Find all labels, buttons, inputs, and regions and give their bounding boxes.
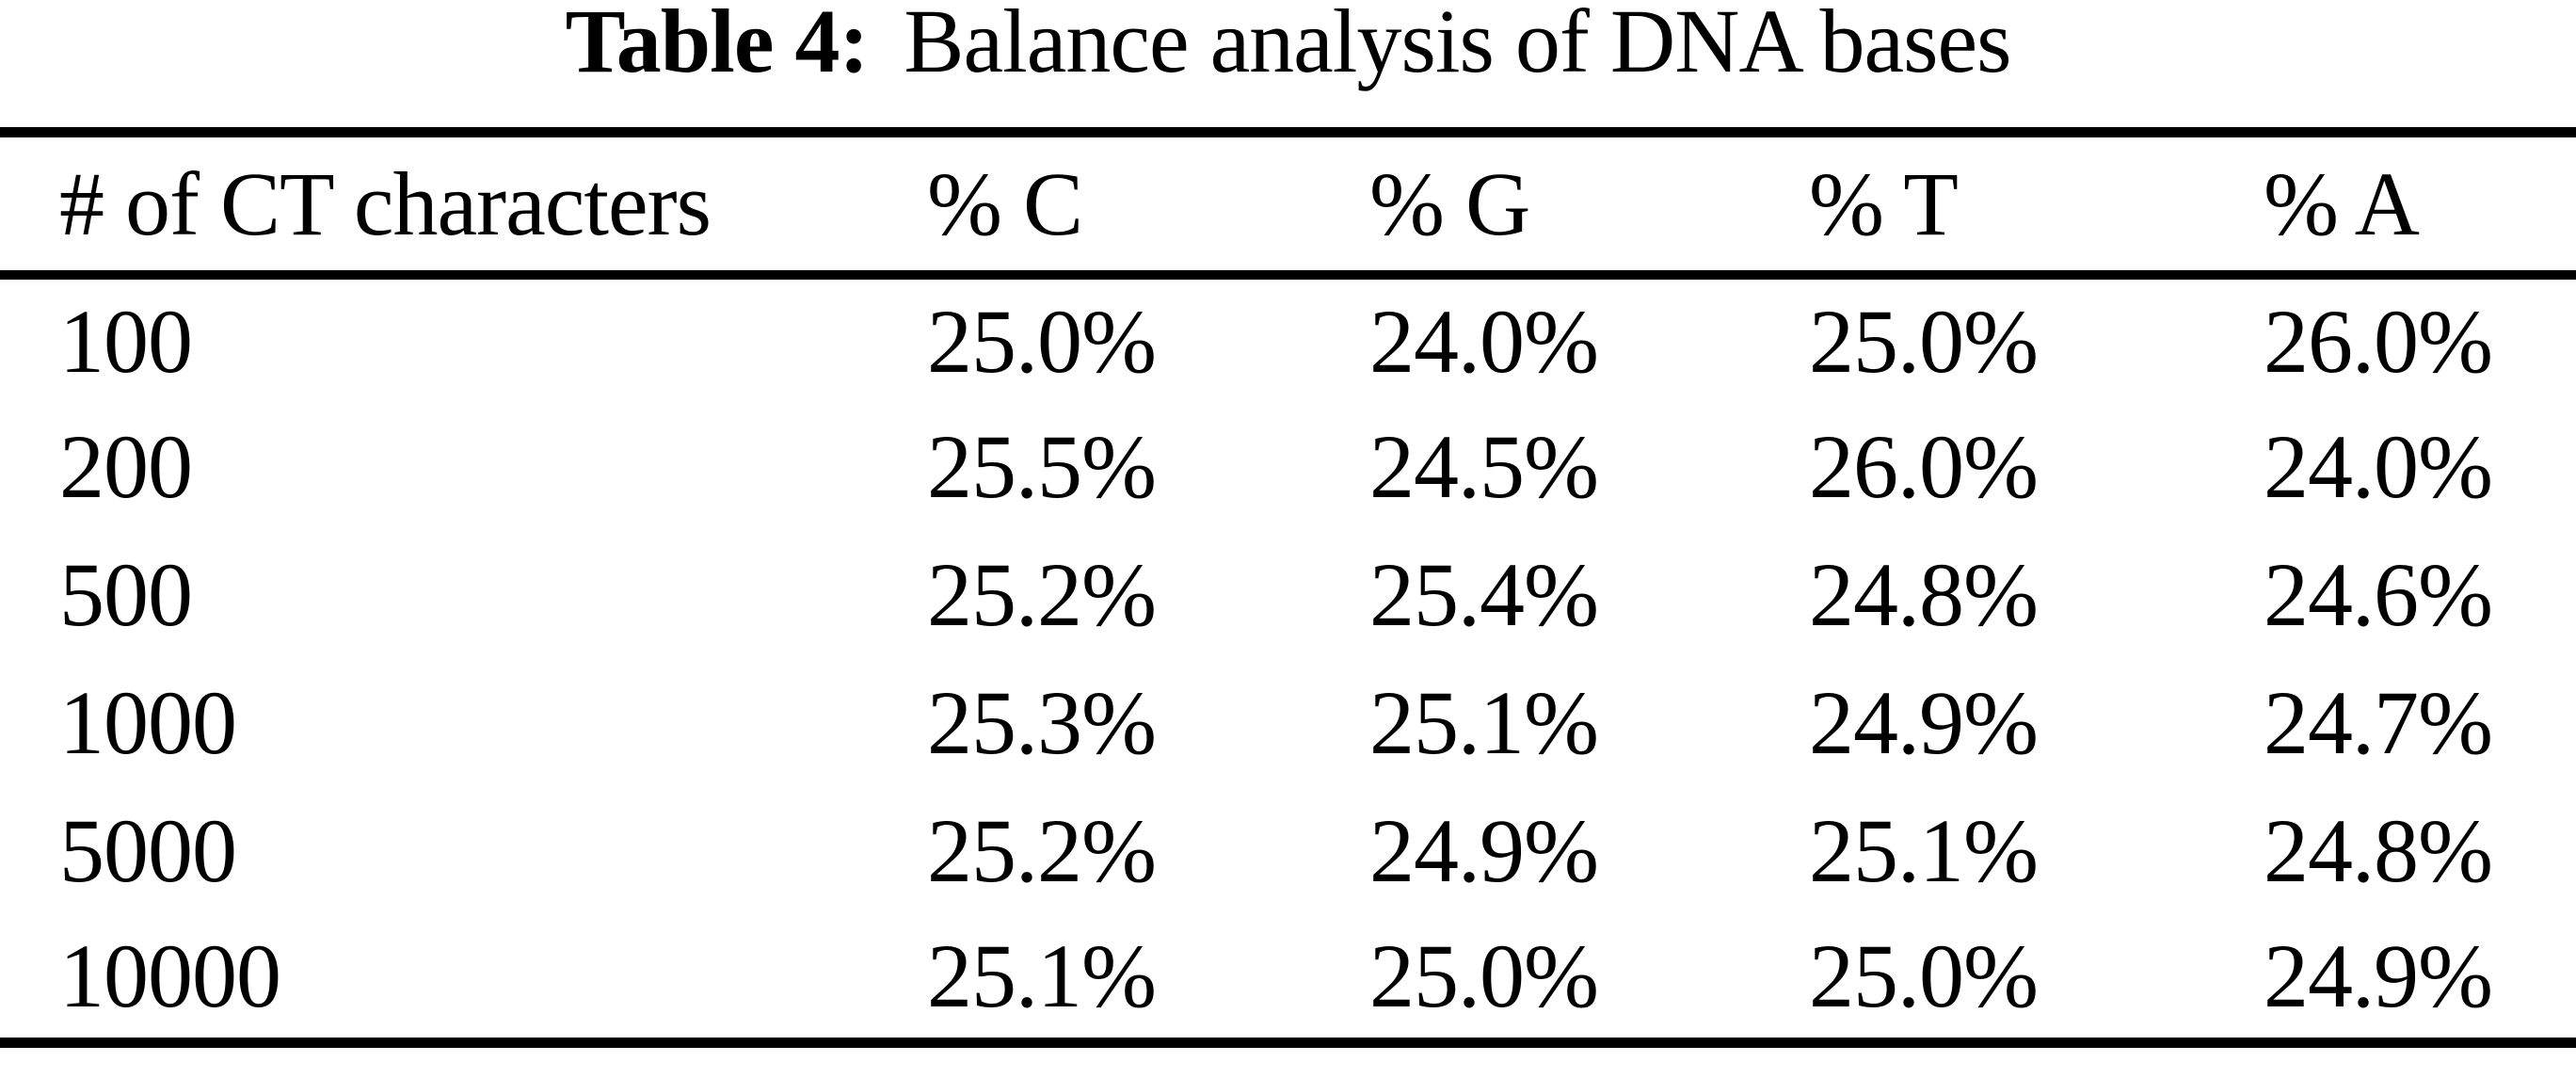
cell-pct-g: 24.0% <box>1369 290 1599 392</box>
cell-ct-count: 5000 <box>59 800 237 901</box>
column-header-pct-c: % C <box>927 127 1369 280</box>
cell-pct-t: 25.1% <box>1809 800 2039 901</box>
cell-pct-g: 25.0% <box>1369 914 1809 1048</box>
cell-pct-c: 25.3% <box>927 672 1157 773</box>
cell-pct-a: 24.0% <box>2264 416 2493 517</box>
cell-pct-t: 25.0% <box>1809 914 2264 1048</box>
table-row: 1000 25.3% 25.1% 24.9% 24.7% <box>0 659 2576 787</box>
cell-pct-c: 25.2% <box>927 800 1157 901</box>
cell-ct-count: 500 <box>59 544 193 645</box>
column-header-pct-t: % T <box>1809 127 2264 280</box>
cell-pct-a: 24.6% <box>2264 544 2493 645</box>
table-row: 100 25.0% 24.0% 25.0% 26.0% <box>0 275 2576 403</box>
table-caption: Table 4: Balance analysis of DNA bases <box>0 0 2576 96</box>
cell-ct-count: 1000 <box>59 672 237 773</box>
column-header-ct-characters: # of CT characters <box>0 127 927 280</box>
cell-pct-c: 25.2% <box>927 544 1157 645</box>
cell-pct-g: 25.4% <box>1369 544 1599 645</box>
cell-ct-count: 100 <box>59 290 193 392</box>
cell-pct-a: 24.8% <box>2264 800 2493 901</box>
cell-pct-t: 25.0% <box>1809 290 2039 392</box>
column-header-pct-a: % A <box>2264 127 2576 280</box>
table-caption-label: Table 4: <box>565 0 870 91</box>
cell-pct-t: 24.9% <box>1809 672 2039 773</box>
table-row: 200 25.5% 24.5% 26.0% 24.0% <box>0 403 2576 531</box>
table-row: 10000 25.1% 25.0% 25.0% 24.9% <box>0 914 2576 1048</box>
table-header-row: # of CT characters % C % G % T % A <box>0 127 2576 280</box>
cell-pct-g: 24.5% <box>1369 416 1599 517</box>
cell-pct-a: 26.0% <box>2264 290 2493 392</box>
cell-pct-c: 25.1% <box>927 914 1369 1048</box>
cell-ct-count: 10000 <box>0 914 927 1048</box>
cell-pct-c: 25.0% <box>927 290 1157 392</box>
cell-pct-g: 25.1% <box>1369 672 1599 773</box>
dna-balance-table: # of CT characters % C % G % T % A 100 2… <box>0 127 2576 1048</box>
table-caption-title: Balance analysis of DNA bases <box>904 0 2011 91</box>
cell-pct-c: 25.5% <box>927 416 1157 517</box>
cell-pct-t: 24.8% <box>1809 544 2039 645</box>
cell-pct-g: 24.9% <box>1369 800 1599 901</box>
cell-pct-t: 26.0% <box>1809 416 2039 517</box>
cell-ct-count: 200 <box>59 416 193 517</box>
cell-pct-a: 24.9% <box>2264 914 2576 1048</box>
cell-pct-a: 24.7% <box>2264 672 2493 773</box>
column-header-pct-g: % G <box>1369 127 1809 280</box>
table-row: 5000 25.2% 24.9% 25.1% 24.8% <box>0 787 2576 915</box>
table-row: 500 25.2% 25.4% 24.8% 24.6% <box>0 531 2576 659</box>
